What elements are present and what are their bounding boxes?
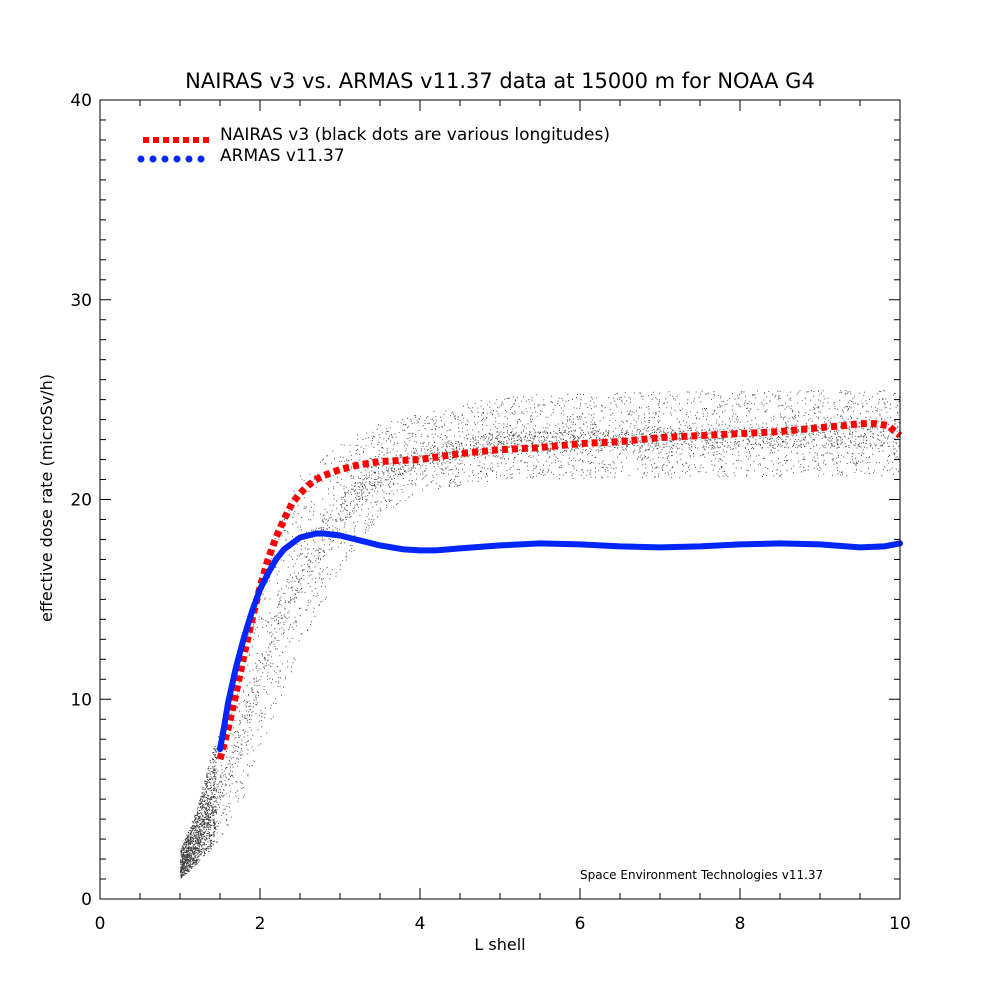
- x-tick-label: 6: [575, 914, 586, 934]
- legend-label-nairas: NAIRAS v3 (black dots are various longit…: [220, 125, 610, 145]
- x-tick-label: 8: [735, 914, 746, 934]
- chart-title: NAIRAS v3 vs. ARMAS v11.37 data at 15000…: [185, 69, 815, 93]
- y-tick-label: 20: [70, 491, 92, 511]
- nairas-series-line: [216, 420, 903, 761]
- x-tick-label: 0: [95, 914, 106, 934]
- legend-label-armas: ARMAS v11.37: [220, 146, 345, 166]
- y-tick-label: 10: [70, 690, 92, 710]
- legend: NAIRAS v3 (black dots are various longit…: [137, 125, 610, 166]
- plot-frame: [99, 99, 901, 900]
- series-lines: [216, 420, 903, 761]
- x-tick-label: 10: [889, 914, 911, 934]
- y-tick-label: 40: [70, 91, 92, 111]
- y-tick-label: 30: [70, 291, 92, 311]
- nairas-longitude-dots: [180, 389, 901, 879]
- armas-series-line: [217, 530, 903, 753]
- x-axis-label: L shell: [474, 935, 525, 954]
- x-tick-label: 2: [255, 914, 266, 934]
- axes: 0 2 4 6 8 10 0 10 20 30 40: [70, 91, 910, 934]
- longitude-dot-cloud: [180, 389, 901, 879]
- y-tick-label: 0: [81, 890, 92, 910]
- y-axis-label: effective dose rate (microSv/h): [37, 374, 56, 622]
- credit-annotation: Space Environment Technologies v11.37: [580, 868, 823, 882]
- x-tick-label: 4: [415, 914, 426, 934]
